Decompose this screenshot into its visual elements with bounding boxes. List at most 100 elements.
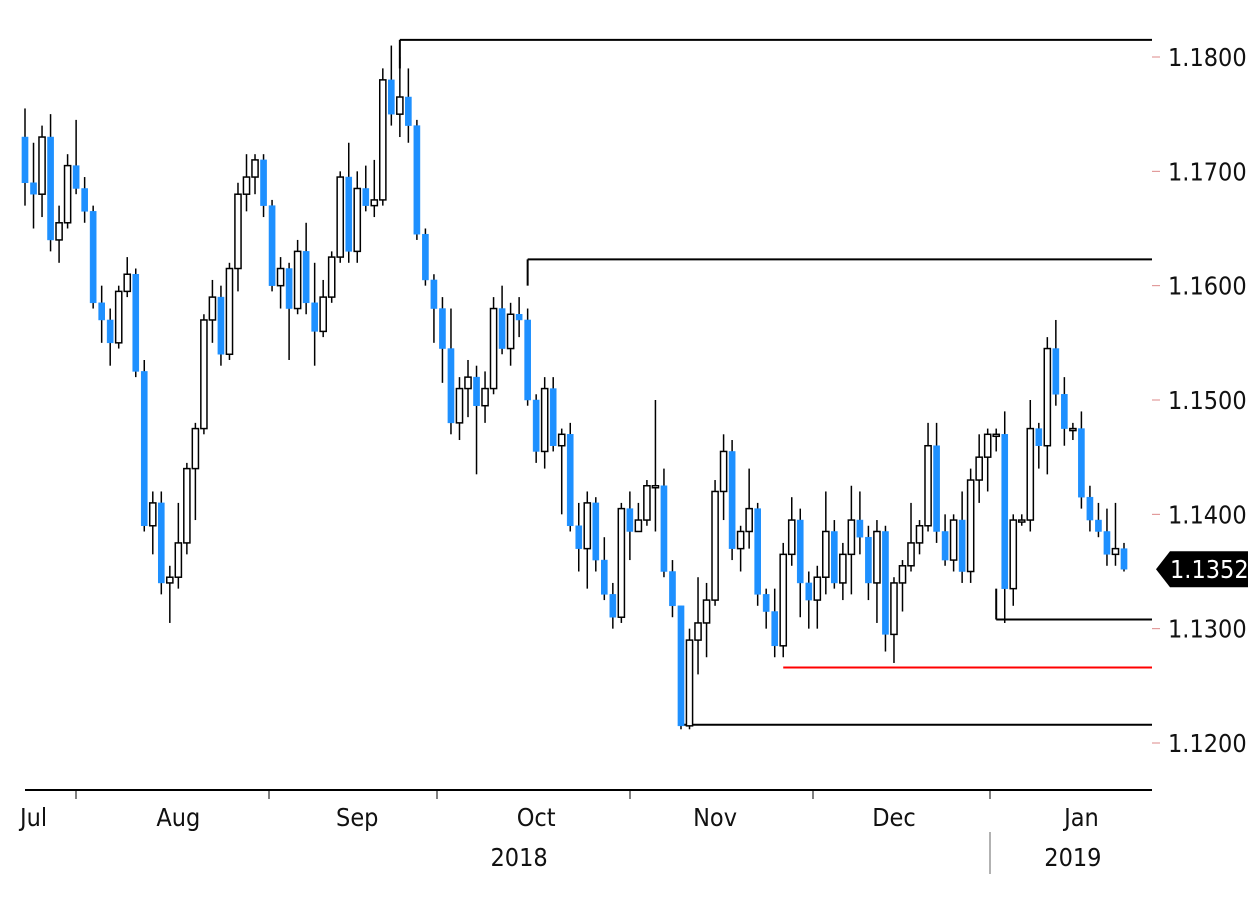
candle-body-up [540, 387, 549, 453]
candle-body-down [268, 205, 276, 286]
candle [736, 525, 745, 572]
candle [63, 154, 72, 229]
y-axis: 1.1800 1.1700 1.1600 1.1500 1.1400 1.1300 1.12… [1152, 43, 1247, 758]
candle-body-up [634, 519, 643, 533]
candle-body-up [174, 542, 183, 578]
candle [405, 68, 412, 143]
candle-body-up [1009, 519, 1018, 590]
candle-body-up [557, 433, 566, 447]
candle [353, 171, 362, 263]
candle-body-up [208, 296, 217, 321]
candle-body-down [1103, 531, 1111, 555]
candle [1026, 400, 1035, 532]
candle [728, 440, 736, 561]
candle-body-down [447, 348, 455, 424]
candle-body-down [549, 388, 557, 446]
candle-body-up [702, 599, 711, 624]
candle-body-up [225, 267, 234, 356]
candle [1009, 514, 1018, 606]
candle-body-down [72, 165, 80, 189]
candle [1120, 542, 1128, 572]
candle [148, 491, 157, 555]
candle [157, 491, 165, 595]
candle [924, 422, 932, 532]
candle [319, 279, 327, 338]
candle-body-down [754, 508, 761, 595]
level-lines [398, 38, 1152, 726]
candle-body-up [890, 582, 898, 636]
candle-body-up [55, 222, 63, 241]
candle [643, 480, 651, 526]
x-tick-label: Jan [1062, 803, 1099, 832]
candle-body-up [123, 273, 132, 293]
candle-body-up [736, 530, 745, 550]
candle [822, 491, 830, 595]
candle [839, 542, 847, 601]
candle-body-down [1052, 348, 1060, 395]
candle-body-down [106, 319, 114, 344]
candle-body-up [907, 542, 915, 567]
candle [489, 297, 498, 395]
candle [345, 142, 353, 263]
candle-body-up [148, 502, 157, 527]
candle-body-up [276, 267, 285, 287]
candle [617, 502, 626, 623]
candle-body-up [489, 307, 498, 390]
candle [285, 262, 293, 360]
candle-body-up [481, 387, 489, 407]
candle-body-down [21, 136, 29, 184]
y-tick-label: 1.1700 [1168, 157, 1247, 186]
candle [1001, 411, 1009, 623]
y-tick-label: 1.1300 [1168, 615, 1247, 644]
candle-body-up [234, 193, 242, 270]
candle-body-down [865, 536, 872, 584]
candle-body-down [473, 376, 480, 406]
x-tick-label: Jul [18, 803, 47, 832]
candle-body-up [1017, 519, 1026, 523]
candle [242, 154, 251, 212]
candle-body-up [992, 433, 1001, 438]
x-tick-label: Aug [156, 803, 200, 832]
candle-body-up [745, 507, 753, 533]
candle [847, 485, 856, 595]
candle [439, 297, 446, 383]
candle-body-up [336, 176, 345, 258]
candle-body-up [924, 444, 932, 527]
candle-body-down [285, 268, 293, 309]
candle-body-up [651, 485, 660, 489]
candle-body-up [242, 176, 251, 195]
candle-body-down [532, 399, 540, 452]
last-price-badge: 1.1352 [1156, 551, 1249, 588]
candle [1069, 422, 1077, 441]
candle [532, 394, 540, 463]
candle [276, 257, 285, 309]
candle-body-down [30, 182, 37, 195]
candle-body-down [805, 582, 813, 601]
candle [506, 302, 515, 366]
candle [566, 422, 574, 532]
candle [30, 142, 37, 229]
candle-body-up [378, 79, 387, 201]
candle-body-up [898, 565, 907, 584]
candle [779, 542, 788, 658]
candle-body-up [813, 576, 822, 601]
y-tick-label: 1.1600 [1168, 272, 1247, 301]
candle [251, 154, 259, 195]
candle [481, 371, 489, 423]
candle [123, 257, 132, 298]
candles [21, 45, 1128, 730]
candle-body-down [47, 136, 54, 241]
candle-body-down [405, 96, 412, 126]
candle-body-down [1035, 428, 1043, 446]
candle [81, 177, 88, 223]
candle [933, 422, 940, 543]
candle [268, 199, 276, 292]
candle-body-up [617, 507, 626, 618]
candle [55, 205, 63, 263]
candle-body-down [422, 233, 429, 281]
candle [975, 434, 983, 503]
candle [293, 239, 302, 315]
candle [856, 491, 864, 555]
candle [601, 537, 608, 601]
candle [1111, 502, 1120, 566]
